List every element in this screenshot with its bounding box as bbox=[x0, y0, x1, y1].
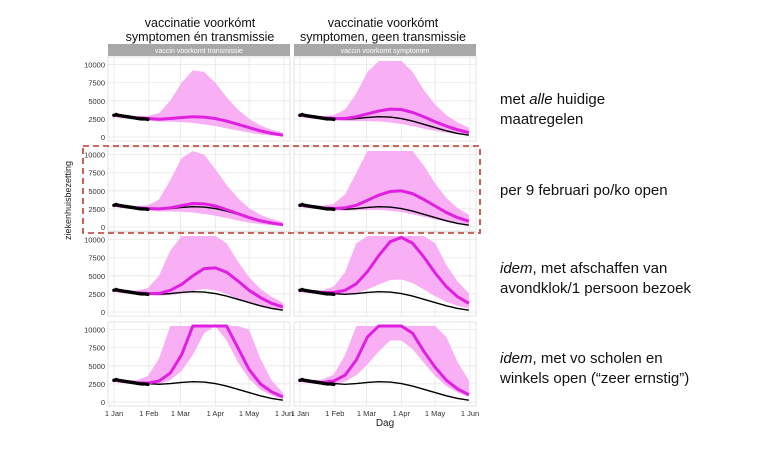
y-tick-label: 0 bbox=[101, 308, 105, 317]
observed-point bbox=[145, 207, 150, 212]
x-tick-label: 1 May bbox=[239, 409, 260, 418]
y-axis-label: ziekenhuisbezetting bbox=[63, 160, 73, 240]
y-tick-label: 7500 bbox=[88, 79, 105, 88]
x-tick-label: 1 Jan bbox=[105, 409, 123, 418]
y-tick-label: 10000 bbox=[84, 151, 105, 160]
y-tick-label: 2500 bbox=[88, 380, 105, 389]
y-tick-label: 5000 bbox=[88, 272, 105, 281]
panel-r4-c2 bbox=[293, 321, 477, 407]
panel-plot-area bbox=[298, 151, 470, 226]
observed-point bbox=[331, 382, 336, 387]
panel-plot-area bbox=[112, 324, 284, 401]
column-title-2: vaccinatie voorkómt symptomen, geen tran… bbox=[299, 16, 467, 44]
uncertainty-band bbox=[300, 151, 469, 225]
y-tick-label: 5000 bbox=[88, 187, 105, 196]
observed-point bbox=[145, 382, 150, 387]
x-tick-label: 1 Jun bbox=[275, 409, 293, 418]
scenario-label-3: idem, met afschaffen van avondklok/1 per… bbox=[500, 259, 691, 299]
uncertainty-band bbox=[300, 326, 469, 397]
scenario-1-post: huidige bbox=[552, 91, 606, 108]
observed-point bbox=[145, 117, 150, 122]
observed-point bbox=[145, 292, 150, 297]
panel-plot-area bbox=[298, 324, 470, 401]
scenario-label-2: per 9 februari po/ko open bbox=[500, 181, 668, 201]
strip-1 bbox=[108, 44, 290, 56]
scenario-2-pre: per 9 februari po/ko open bbox=[500, 182, 668, 199]
uncertainty-band bbox=[114, 151, 283, 226]
median-line bbox=[299, 324, 470, 397]
scenario-1-line2: maatregelen bbox=[500, 111, 584, 128]
scenario-4-post: , met vo scholen en bbox=[532, 350, 663, 367]
panel-r3-c2 bbox=[293, 231, 477, 317]
scenario-4-line2: winkels open (“zeer ernstig”) bbox=[500, 370, 690, 387]
panel-plot-area bbox=[112, 151, 284, 227]
x-tick-label: 1 Feb bbox=[325, 409, 344, 418]
observed-point bbox=[331, 292, 336, 297]
x-tick-label: 1 Jun bbox=[461, 409, 479, 418]
y-tick-label: 0 bbox=[101, 133, 105, 142]
strip-label-1: vaccin voorkomt transmissie bbox=[155, 48, 243, 55]
highlight-box bbox=[82, 145, 481, 234]
strip-label-2: vaccin voorkomt symptomen bbox=[341, 48, 430, 55]
panel-r4-c1 bbox=[107, 321, 291, 407]
x-axis-label: Dag bbox=[375, 418, 395, 429]
y-tick-label: 10000 bbox=[84, 326, 105, 335]
scenario-4-em: idem bbox=[500, 350, 533, 367]
scenario-label-4: idem, met vo scholen en winkels open (“z… bbox=[500, 349, 689, 389]
x-tick-label: 1 Feb bbox=[139, 409, 158, 418]
x-tick-label: 1 Mar bbox=[171, 409, 191, 418]
panel-r1-c1 bbox=[107, 56, 291, 142]
x-tick-label: 1 Apr bbox=[393, 409, 411, 418]
y-tick-label: 5000 bbox=[88, 362, 105, 371]
scenario-3-post: , met afschaffen van bbox=[532, 260, 668, 277]
x-tick-label: 1 Jan bbox=[291, 409, 309, 418]
scenario-label-1: met alle huidige maatregelen bbox=[500, 90, 605, 130]
y-tick-label: 7500 bbox=[88, 344, 105, 353]
y-tick-label: 10000 bbox=[84, 61, 105, 70]
panel-r2-c1 bbox=[107, 146, 291, 232]
panel-r3-c1 bbox=[107, 231, 291, 317]
panel-r1-c2 bbox=[293, 56, 477, 142]
panel-plot-area bbox=[298, 61, 470, 136]
median-line bbox=[299, 235, 470, 305]
scenario-3-em: idem bbox=[500, 260, 533, 277]
panel-plot-area bbox=[112, 70, 284, 137]
y-tick-label: 5000 bbox=[88, 97, 105, 106]
y-tick-label: 10000 bbox=[84, 236, 105, 245]
x-tick-label: 1 Mar bbox=[357, 409, 377, 418]
observed-point bbox=[331, 207, 336, 212]
scenario-1-pre: met bbox=[500, 91, 530, 108]
y-tick-label: 7500 bbox=[88, 254, 105, 263]
x-tick-label: 1 May bbox=[425, 409, 446, 418]
y-tick-label: 0 bbox=[101, 223, 105, 232]
scenario-1-em: alle bbox=[529, 91, 553, 108]
observed-point bbox=[331, 117, 336, 122]
y-tick-label: 7500 bbox=[88, 169, 105, 178]
panel-plot-area bbox=[298, 235, 470, 311]
column-title-1: vaccinatie voorkómt symptomen én transmi… bbox=[125, 16, 275, 44]
panel-r2-c2 bbox=[293, 146, 477, 232]
y-tick-label: 2500 bbox=[88, 290, 105, 299]
panel-plot-area bbox=[112, 236, 284, 311]
strip-2 bbox=[294, 44, 476, 56]
y-tick-label: 2500 bbox=[88, 205, 105, 214]
y-tick-label: 0 bbox=[101, 398, 105, 407]
x-tick-label: 1 Apr bbox=[207, 409, 225, 418]
scenario-3-line2: avondklok/1 persoon bezoek bbox=[500, 280, 691, 297]
y-tick-label: 2500 bbox=[88, 115, 105, 124]
